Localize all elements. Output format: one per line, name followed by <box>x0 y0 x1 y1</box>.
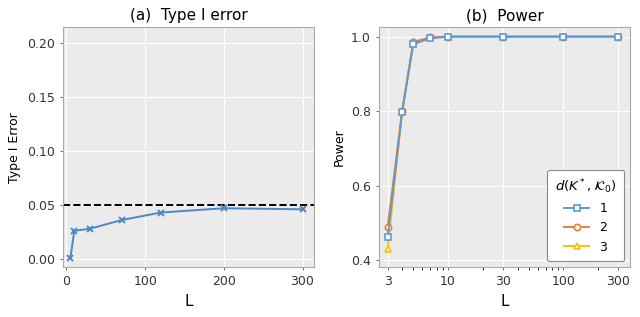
2 <box>614 35 622 38</box>
2 <box>384 225 392 229</box>
2 <box>499 35 507 38</box>
2 <box>398 109 406 113</box>
1 <box>614 35 622 38</box>
3 <box>499 35 507 38</box>
3 <box>426 36 434 39</box>
Legend: 1, 2, 3: 1, 2, 3 <box>547 170 624 261</box>
1 <box>384 236 392 239</box>
3 <box>410 40 417 44</box>
3 <box>384 247 392 251</box>
Title: (b)  Power: (b) Power <box>465 8 543 23</box>
1 <box>398 110 406 114</box>
2 <box>410 40 417 44</box>
1 <box>559 35 567 38</box>
Y-axis label: Type I Error: Type I Error <box>8 112 21 183</box>
1 <box>426 36 434 40</box>
2 <box>444 35 452 38</box>
1 <box>410 42 417 46</box>
Y-axis label: Power: Power <box>332 128 346 166</box>
3 <box>398 109 406 113</box>
Line: 3: 3 <box>385 34 621 252</box>
X-axis label: L: L <box>500 294 509 309</box>
X-axis label: L: L <box>184 294 193 309</box>
3 <box>444 35 452 38</box>
1 <box>444 35 452 38</box>
2 <box>426 36 434 39</box>
3 <box>559 35 567 38</box>
Line: 1: 1 <box>385 34 621 240</box>
Line: 2: 2 <box>385 34 621 230</box>
3 <box>614 35 622 38</box>
Title: (a)  Type I error: (a) Type I error <box>129 8 247 23</box>
2 <box>559 35 567 38</box>
1 <box>499 35 507 38</box>
